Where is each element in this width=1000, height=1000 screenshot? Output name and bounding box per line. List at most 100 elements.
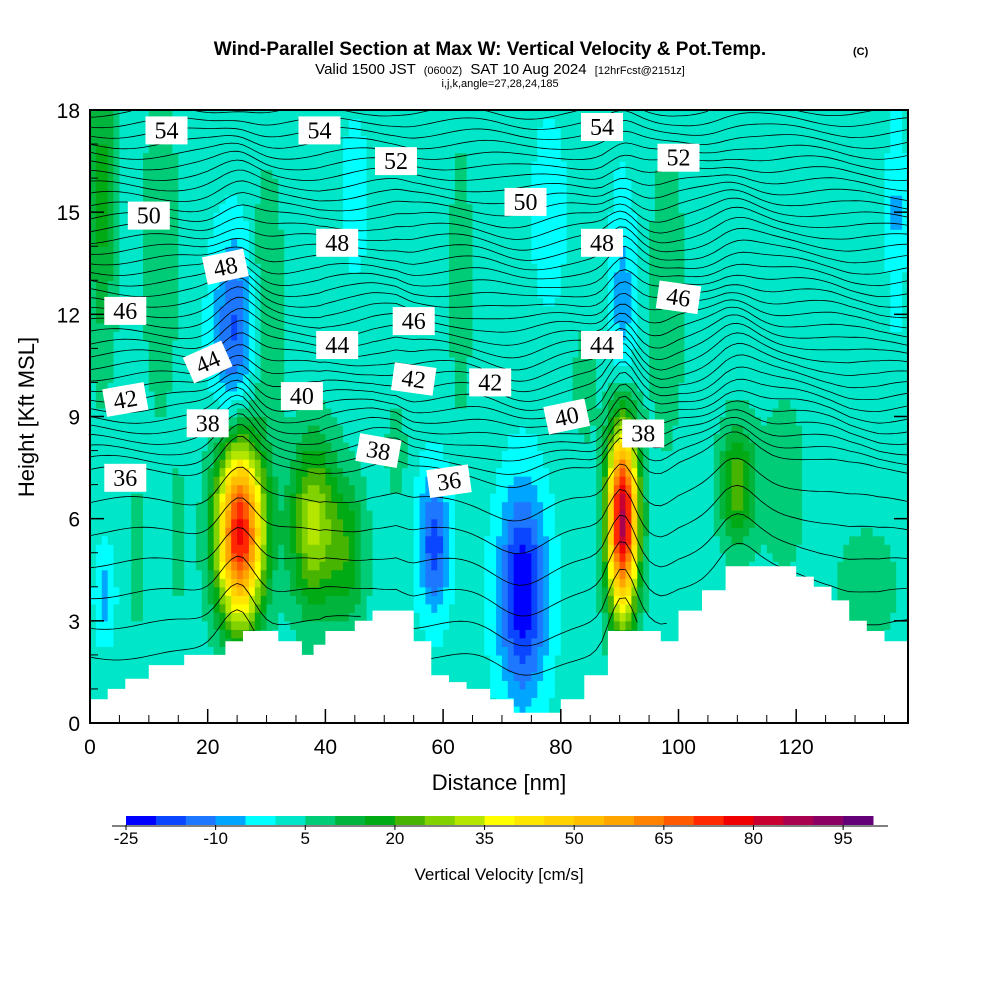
heat-cell — [231, 561, 238, 571]
heat-cell — [449, 220, 456, 230]
heat-cell — [301, 603, 309, 613]
heat-cell — [219, 127, 226, 137]
heat-cell — [260, 399, 268, 409]
heat-cell — [372, 569, 379, 579]
heat-cell — [195, 433, 203, 443]
heat-cell — [390, 425, 397, 435]
heat-cell — [254, 484, 262, 494]
heat-cell — [284, 237, 291, 247]
heat-cell — [401, 178, 409, 188]
heat-cell — [254, 195, 262, 205]
heat-cell — [296, 535, 303, 545]
heat-cell — [95, 586, 103, 596]
heat-cell — [296, 552, 303, 562]
heat-cell — [313, 620, 321, 630]
heat-cell — [419, 595, 427, 605]
heat-cell — [190, 144, 197, 154]
heat-cell — [301, 280, 309, 290]
heat-cell — [360, 186, 368, 196]
heat-cell — [484, 467, 491, 477]
heat-cell — [207, 501, 215, 511]
heat-cell — [460, 356, 468, 366]
heat-cell — [125, 280, 132, 290]
heat-cell — [307, 518, 315, 528]
heat-cell — [195, 118, 203, 128]
heat-cell — [366, 254, 374, 264]
heat-cell — [231, 365, 238, 375]
heat-cell — [366, 484, 374, 494]
heat-cell — [419, 288, 427, 298]
heat-cell — [296, 339, 303, 349]
heat-cell — [219, 595, 226, 605]
heat-cell — [384, 118, 391, 128]
heat-cell — [396, 331, 403, 341]
heat-cell — [166, 569, 173, 579]
heat-cell — [95, 629, 103, 639]
heat-cell — [284, 476, 291, 486]
heat-cell — [278, 186, 285, 196]
heat-cell — [237, 135, 244, 145]
heat-cell — [413, 425, 421, 435]
heat-cell — [331, 186, 338, 196]
heat-cell — [366, 459, 374, 469]
heat-cell — [378, 595, 385, 605]
heat-cell — [343, 484, 350, 494]
heat-cell — [449, 561, 456, 571]
heat-cell — [195, 203, 203, 213]
heat-cell — [184, 288, 191, 298]
heat-cell — [237, 118, 244, 128]
heat-cell — [454, 629, 462, 639]
heat-cell — [243, 373, 250, 383]
heat-cell — [449, 654, 456, 664]
heat-cell — [154, 373, 162, 383]
heat-cell — [343, 203, 350, 213]
heat-cell — [301, 510, 309, 520]
heat-cell — [119, 416, 126, 426]
heat-cell — [419, 280, 427, 290]
heat-cell — [454, 373, 462, 383]
heat-cell — [248, 280, 256, 290]
heat-cell — [143, 586, 150, 596]
heat-cell — [137, 527, 144, 537]
heat-cell — [490, 484, 497, 494]
heat-cell — [301, 169, 309, 179]
heat-cell — [390, 535, 397, 545]
heat-cell — [101, 237, 109, 247]
heat-cell — [348, 297, 356, 307]
heat-cell — [172, 391, 179, 401]
heat-cell — [178, 425, 185, 435]
heat-cell — [107, 544, 115, 554]
heat-cell — [207, 620, 215, 630]
heat-cell — [390, 408, 397, 418]
heat-cell — [119, 603, 126, 613]
heat-cell — [354, 263, 362, 273]
heat-cell — [401, 288, 409, 298]
heat-cell — [190, 186, 197, 196]
heat-cell — [266, 288, 273, 298]
heat-cell — [484, 203, 491, 213]
heat-cell — [225, 578, 232, 588]
heat-cell — [207, 586, 215, 596]
heat-cell — [101, 288, 109, 298]
heat-cell — [290, 144, 297, 154]
heat-cell — [437, 356, 444, 366]
heat-cell — [160, 399, 168, 409]
heat-cell — [407, 246, 415, 256]
heat-cell — [449, 603, 456, 613]
heat-cell — [307, 152, 315, 162]
heat-cell — [137, 425, 144, 435]
heat-cell — [331, 305, 338, 315]
heat-cell — [160, 425, 168, 435]
heat-cell — [201, 110, 209, 120]
heat-cell — [343, 305, 350, 315]
heat-cell — [449, 178, 456, 188]
heat-cell — [172, 484, 179, 494]
heat-cell — [484, 220, 491, 230]
heat-cell — [419, 271, 427, 281]
heat-cell — [266, 595, 273, 605]
heat-cell — [219, 246, 226, 256]
heat-cell — [113, 603, 120, 613]
heat-cell — [425, 263, 432, 273]
heat-cell — [248, 339, 256, 349]
heat-cell — [413, 620, 421, 630]
